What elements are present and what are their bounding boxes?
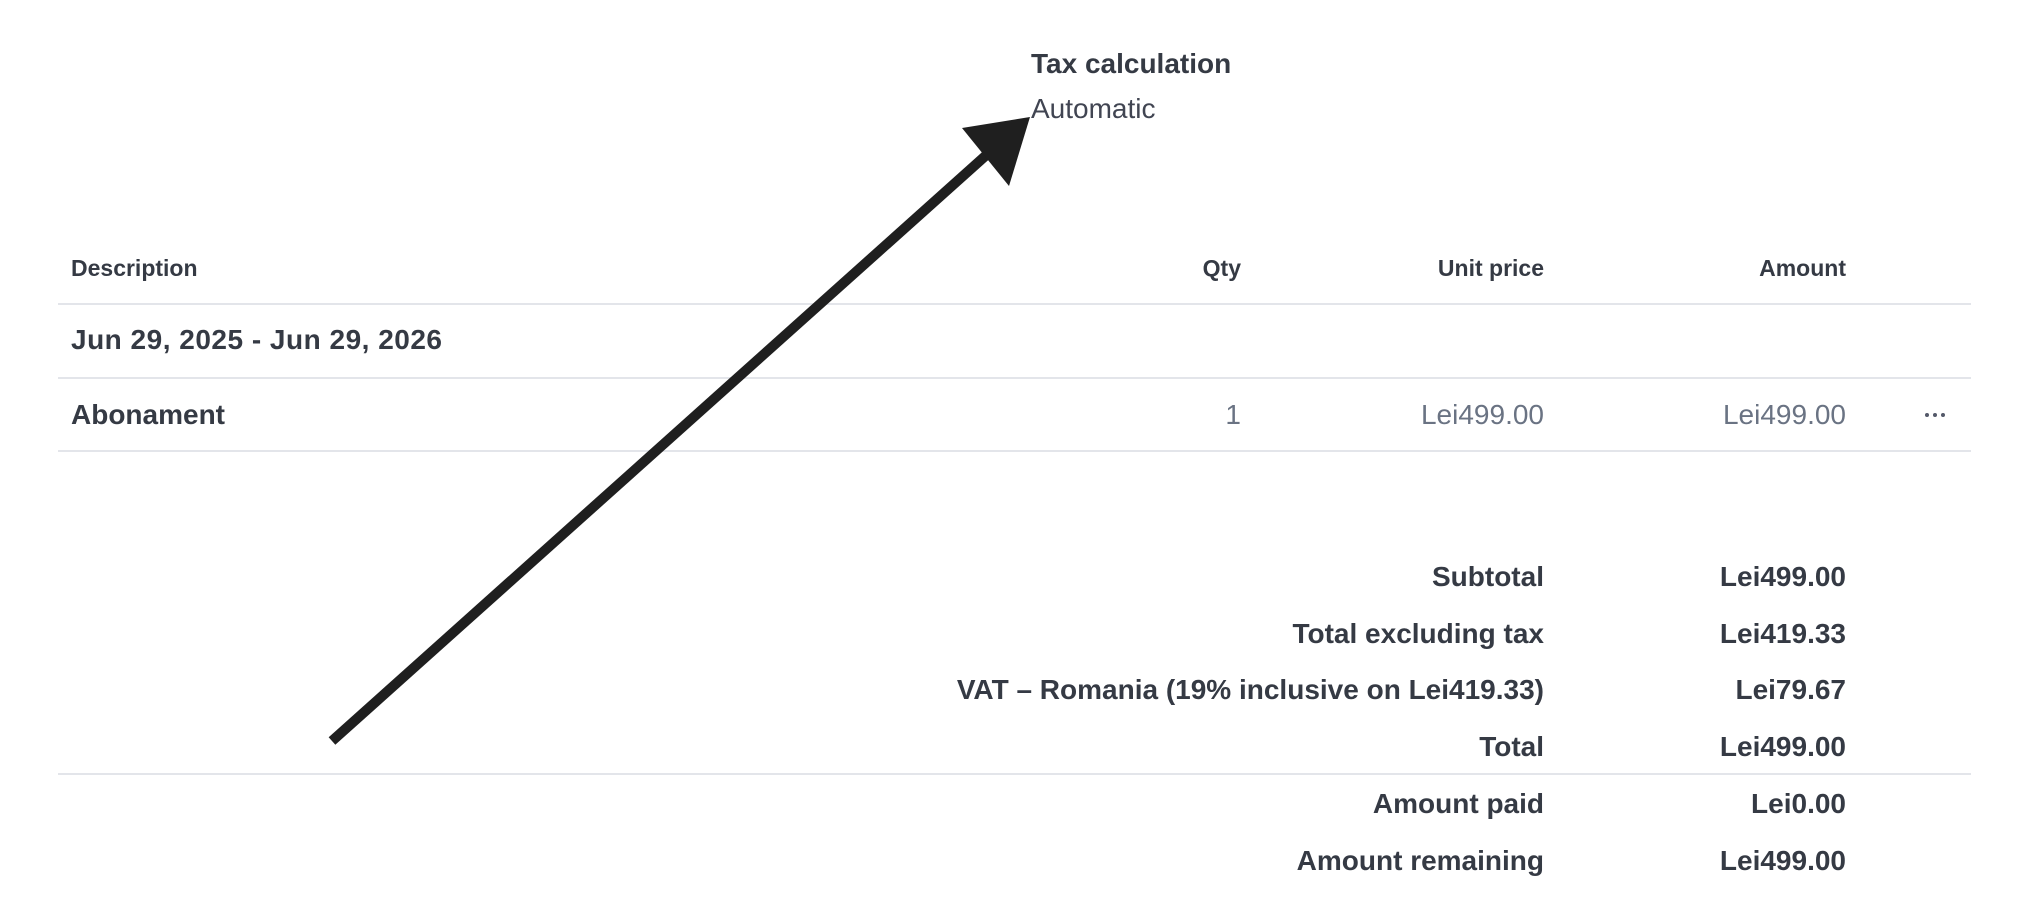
column-header-description: Description <box>71 255 198 281</box>
tax-calculation-value: Automatic <box>1031 93 1156 124</box>
tax-calculation-title: Tax calculation <box>1031 48 1232 79</box>
summary-value-total: Lei499.00 <box>1719 731 1846 762</box>
summary-label-vat: VAT – Romania (19% inclusive on Lei419.3… <box>956 674 1544 705</box>
summary-value-vat: Lei79.67 <box>1735 674 1846 705</box>
summary-value-total-excluding-tax: Lei419.33 <box>1719 618 1846 649</box>
header-divider <box>58 303 1971 305</box>
ellipsis-horizontal-icon <box>1923 413 1947 417</box>
summary-value-subtotal: Lei499.00 <box>1719 561 1846 592</box>
row-more-actions-button[interactable] <box>1918 398 1952 432</box>
summary-label-total: Total <box>1479 731 1544 762</box>
column-header-unit-price: Unit price <box>1437 255 1544 281</box>
period-divider <box>58 377 1971 379</box>
summary-value-amount-remaining: Lei499.00 <box>1719 845 1846 876</box>
summary-label-amount-remaining: Amount remaining <box>1296 845 1544 876</box>
row-divider <box>58 450 1971 452</box>
column-header-amount: Amount <box>1759 255 1846 281</box>
summary-label-total-excluding-tax: Total excluding tax <box>1292 618 1544 649</box>
row-unit-price: Lei499.00 <box>1420 399 1544 430</box>
row-description: Abonament <box>71 399 225 430</box>
row-amount: Lei499.00 <box>1722 399 1846 430</box>
billing-period: Jun 29, 2025 - Jun 29, 2026 <box>71 324 443 355</box>
column-header-qty: Qty <box>1202 255 1241 281</box>
summary-label-subtotal: Subtotal <box>1432 561 1544 592</box>
total-divider <box>58 773 1971 775</box>
row-qty: 1 <box>1225 399 1241 430</box>
summary-label-amount-paid: Amount paid <box>1372 788 1544 819</box>
summary-value-amount-paid: Lei0.00 <box>1751 788 1846 819</box>
